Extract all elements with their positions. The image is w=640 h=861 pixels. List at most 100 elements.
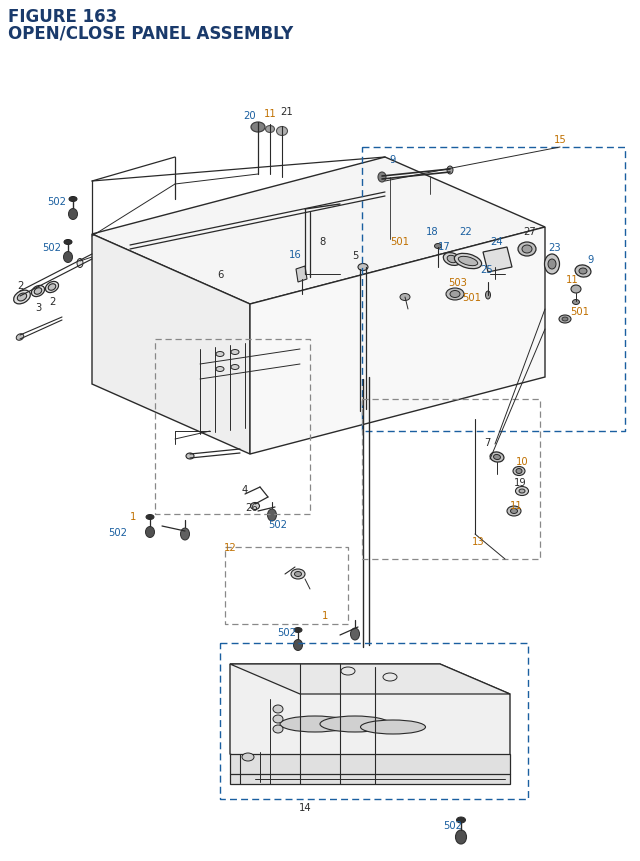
Ellipse shape bbox=[320, 716, 390, 732]
Text: 13: 13 bbox=[472, 536, 484, 547]
Ellipse shape bbox=[358, 264, 368, 271]
Ellipse shape bbox=[341, 667, 355, 675]
Text: 3: 3 bbox=[35, 303, 41, 313]
Ellipse shape bbox=[16, 334, 24, 341]
Ellipse shape bbox=[490, 452, 504, 462]
Ellipse shape bbox=[273, 715, 283, 723]
Ellipse shape bbox=[447, 167, 453, 175]
Ellipse shape bbox=[77, 259, 83, 268]
Text: 17: 17 bbox=[438, 242, 451, 251]
Polygon shape bbox=[230, 664, 510, 784]
Ellipse shape bbox=[34, 288, 42, 295]
Ellipse shape bbox=[250, 503, 259, 510]
Polygon shape bbox=[92, 158, 545, 305]
Ellipse shape bbox=[454, 254, 482, 269]
Ellipse shape bbox=[559, 316, 571, 324]
Text: 25: 25 bbox=[481, 264, 493, 275]
Ellipse shape bbox=[493, 455, 500, 460]
Ellipse shape bbox=[458, 257, 477, 266]
Polygon shape bbox=[230, 754, 510, 784]
Text: 502: 502 bbox=[269, 519, 287, 530]
Ellipse shape bbox=[146, 515, 154, 520]
Text: 15: 15 bbox=[554, 135, 566, 145]
Ellipse shape bbox=[231, 365, 239, 370]
Text: 23: 23 bbox=[548, 243, 561, 253]
Ellipse shape bbox=[573, 300, 579, 305]
Polygon shape bbox=[250, 228, 545, 455]
Ellipse shape bbox=[400, 294, 410, 301]
Ellipse shape bbox=[518, 243, 536, 257]
Ellipse shape bbox=[519, 489, 525, 493]
Text: 1: 1 bbox=[322, 610, 328, 620]
Text: 502: 502 bbox=[42, 243, 61, 253]
Ellipse shape bbox=[351, 629, 360, 641]
Ellipse shape bbox=[513, 467, 525, 476]
Text: 9: 9 bbox=[390, 155, 396, 164]
Ellipse shape bbox=[294, 628, 302, 633]
Ellipse shape bbox=[579, 269, 587, 275]
Ellipse shape bbox=[64, 240, 72, 245]
Ellipse shape bbox=[294, 640, 303, 651]
Text: 9: 9 bbox=[588, 255, 594, 264]
Text: 26: 26 bbox=[246, 503, 259, 512]
Text: 502: 502 bbox=[47, 197, 67, 207]
Ellipse shape bbox=[294, 572, 301, 577]
Text: 24: 24 bbox=[491, 237, 503, 247]
Ellipse shape bbox=[231, 350, 239, 355]
Polygon shape bbox=[230, 664, 510, 694]
Text: 6: 6 bbox=[217, 269, 223, 280]
Ellipse shape bbox=[273, 705, 283, 713]
Polygon shape bbox=[92, 235, 250, 455]
Ellipse shape bbox=[516, 469, 522, 474]
Ellipse shape bbox=[273, 725, 283, 734]
Ellipse shape bbox=[186, 454, 194, 460]
Ellipse shape bbox=[444, 253, 461, 266]
Text: 5: 5 bbox=[352, 251, 358, 261]
Text: 11: 11 bbox=[509, 500, 522, 511]
Text: 502: 502 bbox=[109, 528, 127, 537]
Text: 19: 19 bbox=[514, 478, 526, 487]
Text: 16: 16 bbox=[289, 250, 301, 260]
Ellipse shape bbox=[522, 245, 532, 254]
Text: 8: 8 bbox=[319, 237, 325, 247]
Text: 501: 501 bbox=[570, 307, 589, 317]
Ellipse shape bbox=[486, 292, 490, 300]
Ellipse shape bbox=[548, 260, 556, 269]
Ellipse shape bbox=[291, 569, 305, 579]
Ellipse shape bbox=[145, 527, 154, 538]
Text: 2: 2 bbox=[49, 297, 55, 307]
Ellipse shape bbox=[515, 487, 529, 496]
Ellipse shape bbox=[456, 830, 467, 844]
Ellipse shape bbox=[45, 282, 58, 294]
Text: FIGURE 163: FIGURE 163 bbox=[8, 8, 117, 26]
Text: OPEN/CLOSE PANEL ASSEMBLY: OPEN/CLOSE PANEL ASSEMBLY bbox=[8, 24, 293, 42]
Ellipse shape bbox=[268, 510, 276, 522]
Text: 22: 22 bbox=[460, 226, 472, 237]
Text: 14: 14 bbox=[299, 802, 311, 812]
Ellipse shape bbox=[266, 127, 275, 133]
Ellipse shape bbox=[251, 123, 265, 133]
Text: 20: 20 bbox=[244, 111, 256, 121]
Ellipse shape bbox=[562, 318, 568, 322]
Ellipse shape bbox=[276, 127, 287, 136]
Ellipse shape bbox=[31, 286, 45, 297]
Text: 27: 27 bbox=[524, 226, 536, 237]
Text: 21: 21 bbox=[280, 107, 293, 117]
Text: 7: 7 bbox=[484, 437, 490, 448]
Text: 1: 1 bbox=[130, 511, 136, 522]
Text: 11: 11 bbox=[264, 108, 276, 119]
Text: 18: 18 bbox=[426, 226, 438, 237]
Ellipse shape bbox=[360, 720, 426, 734]
Ellipse shape bbox=[68, 209, 77, 220]
Ellipse shape bbox=[511, 509, 518, 514]
Ellipse shape bbox=[13, 291, 30, 305]
Ellipse shape bbox=[216, 352, 224, 357]
Ellipse shape bbox=[17, 294, 27, 301]
Ellipse shape bbox=[242, 753, 254, 761]
Ellipse shape bbox=[48, 284, 56, 291]
Text: 4: 4 bbox=[242, 485, 248, 494]
Ellipse shape bbox=[383, 673, 397, 681]
Ellipse shape bbox=[447, 256, 457, 263]
Ellipse shape bbox=[450, 291, 460, 298]
Ellipse shape bbox=[63, 252, 72, 263]
